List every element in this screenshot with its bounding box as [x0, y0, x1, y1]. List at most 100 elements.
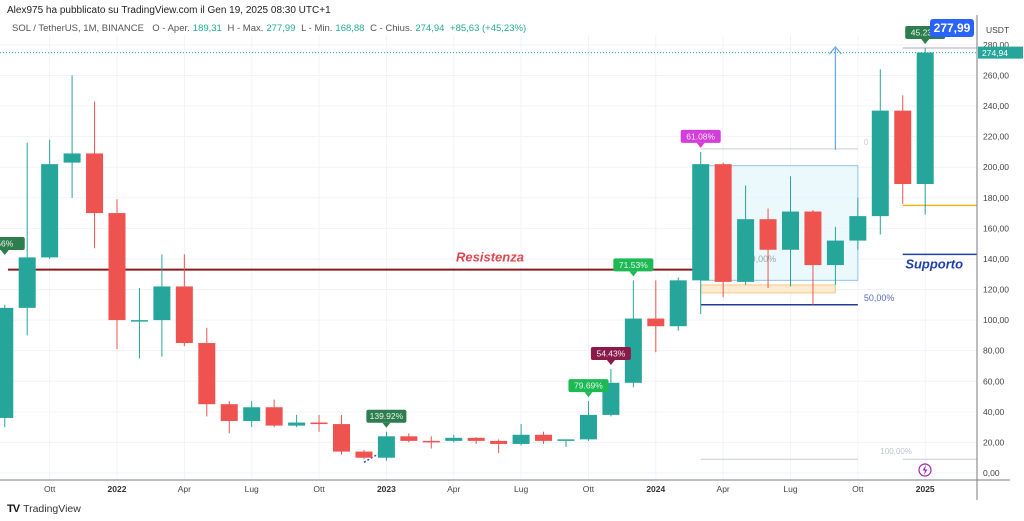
candle — [175, 254, 193, 347]
candle — [0, 304, 14, 428]
candle-body — [512, 434, 530, 444]
y-tick-label: 240,00 — [983, 101, 1009, 111]
candle — [130, 287, 148, 359]
percent-label-pointer — [0, 249, 9, 255]
candle-body — [86, 153, 104, 214]
candle-body — [782, 211, 799, 250]
candle-body — [849, 216, 867, 241]
lightning-icon[interactable] — [918, 463, 932, 477]
candle — [916, 47, 934, 215]
candle — [804, 210, 822, 305]
percent-label-pointer — [921, 38, 930, 44]
candle — [602, 369, 620, 417]
last-price-value: 274,94 — [982, 48, 1008, 58]
candle-body — [894, 110, 912, 185]
candle-body — [916, 52, 934, 185]
percent-label-pointer — [696, 142, 705, 148]
candle — [377, 431, 395, 461]
candle — [535, 431, 553, 444]
candle-body — [198, 343, 216, 405]
fib-50-overlay-label: 50,00% — [746, 254, 777, 264]
candle — [557, 439, 575, 448]
footer: TV TradingView — [7, 503, 81, 515]
percent-label-text: 56% — [0, 238, 14, 248]
fib-0-label: 0 — [864, 138, 869, 147]
candle-body — [243, 407, 261, 422]
symbol-label[interactable]: SOL / TetherUS, 1M, BINANCE — [12, 23, 144, 34]
x-tick-label: 2024 — [646, 484, 665, 494]
open-label: O - Aper. — [152, 23, 190, 34]
candle-body — [400, 436, 418, 441]
candle-body — [108, 213, 126, 321]
x-tick-label: 2022 — [108, 484, 127, 494]
percent-label-text: 139.92% — [370, 411, 404, 421]
candle — [512, 424, 530, 446]
candle-body — [220, 404, 238, 422]
candle-body — [669, 280, 687, 327]
candle-body — [355, 451, 373, 458]
percent-label-pointer — [629, 271, 638, 277]
percent-label-text: 71.53% — [619, 260, 648, 270]
tradingview-logo-icon: TV — [7, 503, 20, 515]
candle — [894, 95, 912, 204]
close-value: 274,94 — [415, 23, 445, 34]
x-tick-label: Apr — [178, 484, 191, 494]
candle-body — [692, 164, 710, 281]
candle — [400, 433, 418, 443]
candle-body — [265, 407, 283, 426]
y-tick-label: 100,00 — [983, 315, 1009, 325]
candle — [849, 197, 867, 250]
candle — [265, 399, 283, 428]
fib-50-label: 50,00% — [864, 293, 895, 303]
currency-label: USDT — [986, 25, 1009, 35]
candle-body — [737, 219, 755, 282]
candles — [0, 47, 934, 461]
candle — [782, 176, 799, 287]
ohlc-legend: SOL / TetherUS, 1M, BINANCE O - Aper. 189… — [12, 23, 529, 34]
candle — [310, 414, 328, 432]
candle — [714, 162, 732, 298]
percent-label-bg — [680, 129, 721, 143]
percent-label: 56% — [0, 236, 25, 255]
candle — [153, 254, 171, 357]
high-price-tag — [930, 19, 974, 37]
low-label: L - Min. — [301, 23, 333, 34]
x-tick-label: Lug — [514, 484, 528, 494]
y-tick-label: 60,00 — [983, 376, 1005, 386]
low-value: 168,88 — [335, 23, 365, 34]
percent-label-pointer — [584, 392, 593, 398]
candle-body — [0, 307, 14, 418]
x-tick-label: Ott — [44, 484, 56, 494]
percent-label-bg — [590, 347, 631, 361]
x-tick-label: Apr — [717, 484, 730, 494]
candle — [826, 226, 844, 285]
close-label: C - Chius. — [370, 23, 413, 34]
percent-label-pointer — [606, 360, 615, 366]
candle — [759, 208, 777, 288]
candle-body — [288, 422, 306, 426]
candle-body — [310, 422, 328, 425]
candle — [647, 280, 665, 353]
percent-label-text: 54.43% — [596, 349, 625, 359]
y-tick-label: 120,00 — [983, 285, 1009, 295]
candle-body — [557, 439, 575, 441]
y-tick-label: 0,00 — [983, 468, 1000, 478]
candle — [333, 414, 350, 455]
x-tick-label: 2025 — [916, 484, 935, 494]
percent-label-pointer — [382, 422, 391, 428]
candle — [669, 277, 687, 331]
y-tick-label: 280,00 — [983, 40, 1009, 50]
candle — [445, 434, 463, 443]
percent-label: 139.92% — [366, 409, 407, 428]
y-tick-label: 20,00 — [983, 437, 1005, 447]
candle-body — [153, 286, 171, 321]
publisher-line: Alex975 ha pubblicato su TradingView.com… — [7, 5, 331, 16]
candle-body — [759, 219, 777, 250]
candle-body — [18, 257, 36, 308]
percent-label-text: 79.69% — [574, 381, 603, 391]
candle — [108, 199, 126, 350]
resistance-label: Resistenza — [456, 250, 524, 265]
footer-brand[interactable]: TradingView — [23, 503, 81, 515]
y-tick-label: 160,00 — [983, 223, 1009, 233]
